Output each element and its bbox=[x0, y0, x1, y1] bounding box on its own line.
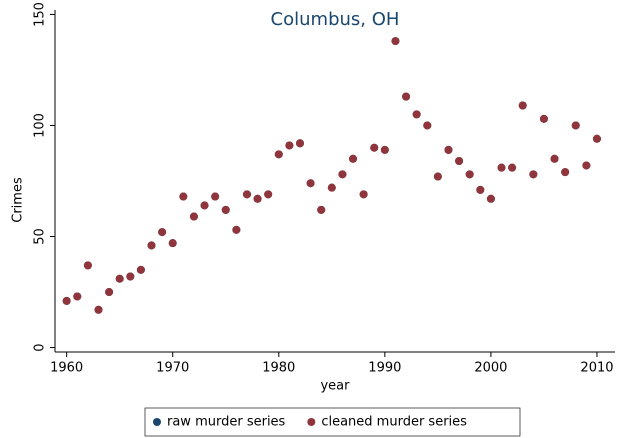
point bbox=[465, 170, 474, 179]
x-tick-label: 1970 bbox=[156, 361, 189, 376]
point bbox=[391, 37, 400, 46]
legend-marker bbox=[153, 418, 161, 426]
point bbox=[126, 272, 135, 281]
point bbox=[359, 190, 368, 199]
point bbox=[94, 305, 103, 314]
point bbox=[433, 172, 442, 181]
point bbox=[62, 296, 71, 305]
x-tick-label: 1980 bbox=[262, 361, 295, 376]
point bbox=[539, 114, 548, 123]
point bbox=[444, 145, 453, 154]
point bbox=[476, 185, 485, 194]
point bbox=[274, 150, 283, 159]
point bbox=[147, 241, 156, 250]
point bbox=[370, 143, 379, 152]
point bbox=[105, 288, 114, 297]
point bbox=[264, 190, 273, 199]
point bbox=[529, 170, 538, 179]
point bbox=[327, 183, 336, 192]
point bbox=[317, 205, 326, 214]
point bbox=[168, 239, 177, 248]
point bbox=[349, 154, 358, 163]
point bbox=[73, 292, 82, 301]
point bbox=[582, 161, 591, 170]
point bbox=[285, 141, 294, 150]
point bbox=[158, 228, 167, 237]
y-tick-label: 150 bbox=[33, 2, 48, 27]
legend-marker bbox=[307, 418, 316, 426]
legend-box bbox=[144, 407, 521, 437]
point bbox=[561, 168, 570, 177]
x-tick-label: 1990 bbox=[368, 361, 401, 376]
point bbox=[83, 261, 92, 270]
point bbox=[306, 179, 315, 188]
point bbox=[338, 170, 347, 179]
point bbox=[179, 192, 188, 201]
point bbox=[211, 192, 220, 201]
point bbox=[136, 265, 145, 274]
point bbox=[242, 190, 251, 199]
y-tick-label: 100 bbox=[33, 113, 48, 138]
x-tick-label: 1960 bbox=[50, 361, 83, 376]
point bbox=[497, 163, 506, 172]
point bbox=[253, 194, 262, 203]
point bbox=[189, 212, 198, 221]
point bbox=[423, 121, 432, 130]
legend-label: raw murder series bbox=[167, 415, 286, 430]
point bbox=[571, 121, 580, 130]
point bbox=[518, 101, 527, 110]
point bbox=[115, 274, 124, 283]
point bbox=[508, 163, 517, 172]
x-axis-label: year bbox=[320, 379, 350, 394]
point bbox=[550, 154, 559, 163]
x-tick-label: 2010 bbox=[580, 361, 613, 376]
point bbox=[232, 225, 241, 234]
point bbox=[221, 205, 230, 214]
point bbox=[592, 134, 601, 143]
point bbox=[486, 194, 495, 203]
point bbox=[296, 139, 304, 148]
chart-title: Columbus, OH bbox=[271, 9, 400, 30]
y-tick-label: 50 bbox=[33, 228, 48, 245]
point bbox=[402, 92, 411, 101]
y-tick-label: 0 bbox=[33, 343, 48, 351]
x-tick-label: 2000 bbox=[474, 361, 507, 376]
point bbox=[455, 157, 464, 166]
legend-label: cleaned murder series bbox=[321, 415, 467, 430]
point bbox=[200, 201, 209, 210]
point bbox=[380, 145, 389, 154]
point bbox=[412, 110, 421, 119]
y-axis-label: Crimes bbox=[11, 177, 26, 223]
